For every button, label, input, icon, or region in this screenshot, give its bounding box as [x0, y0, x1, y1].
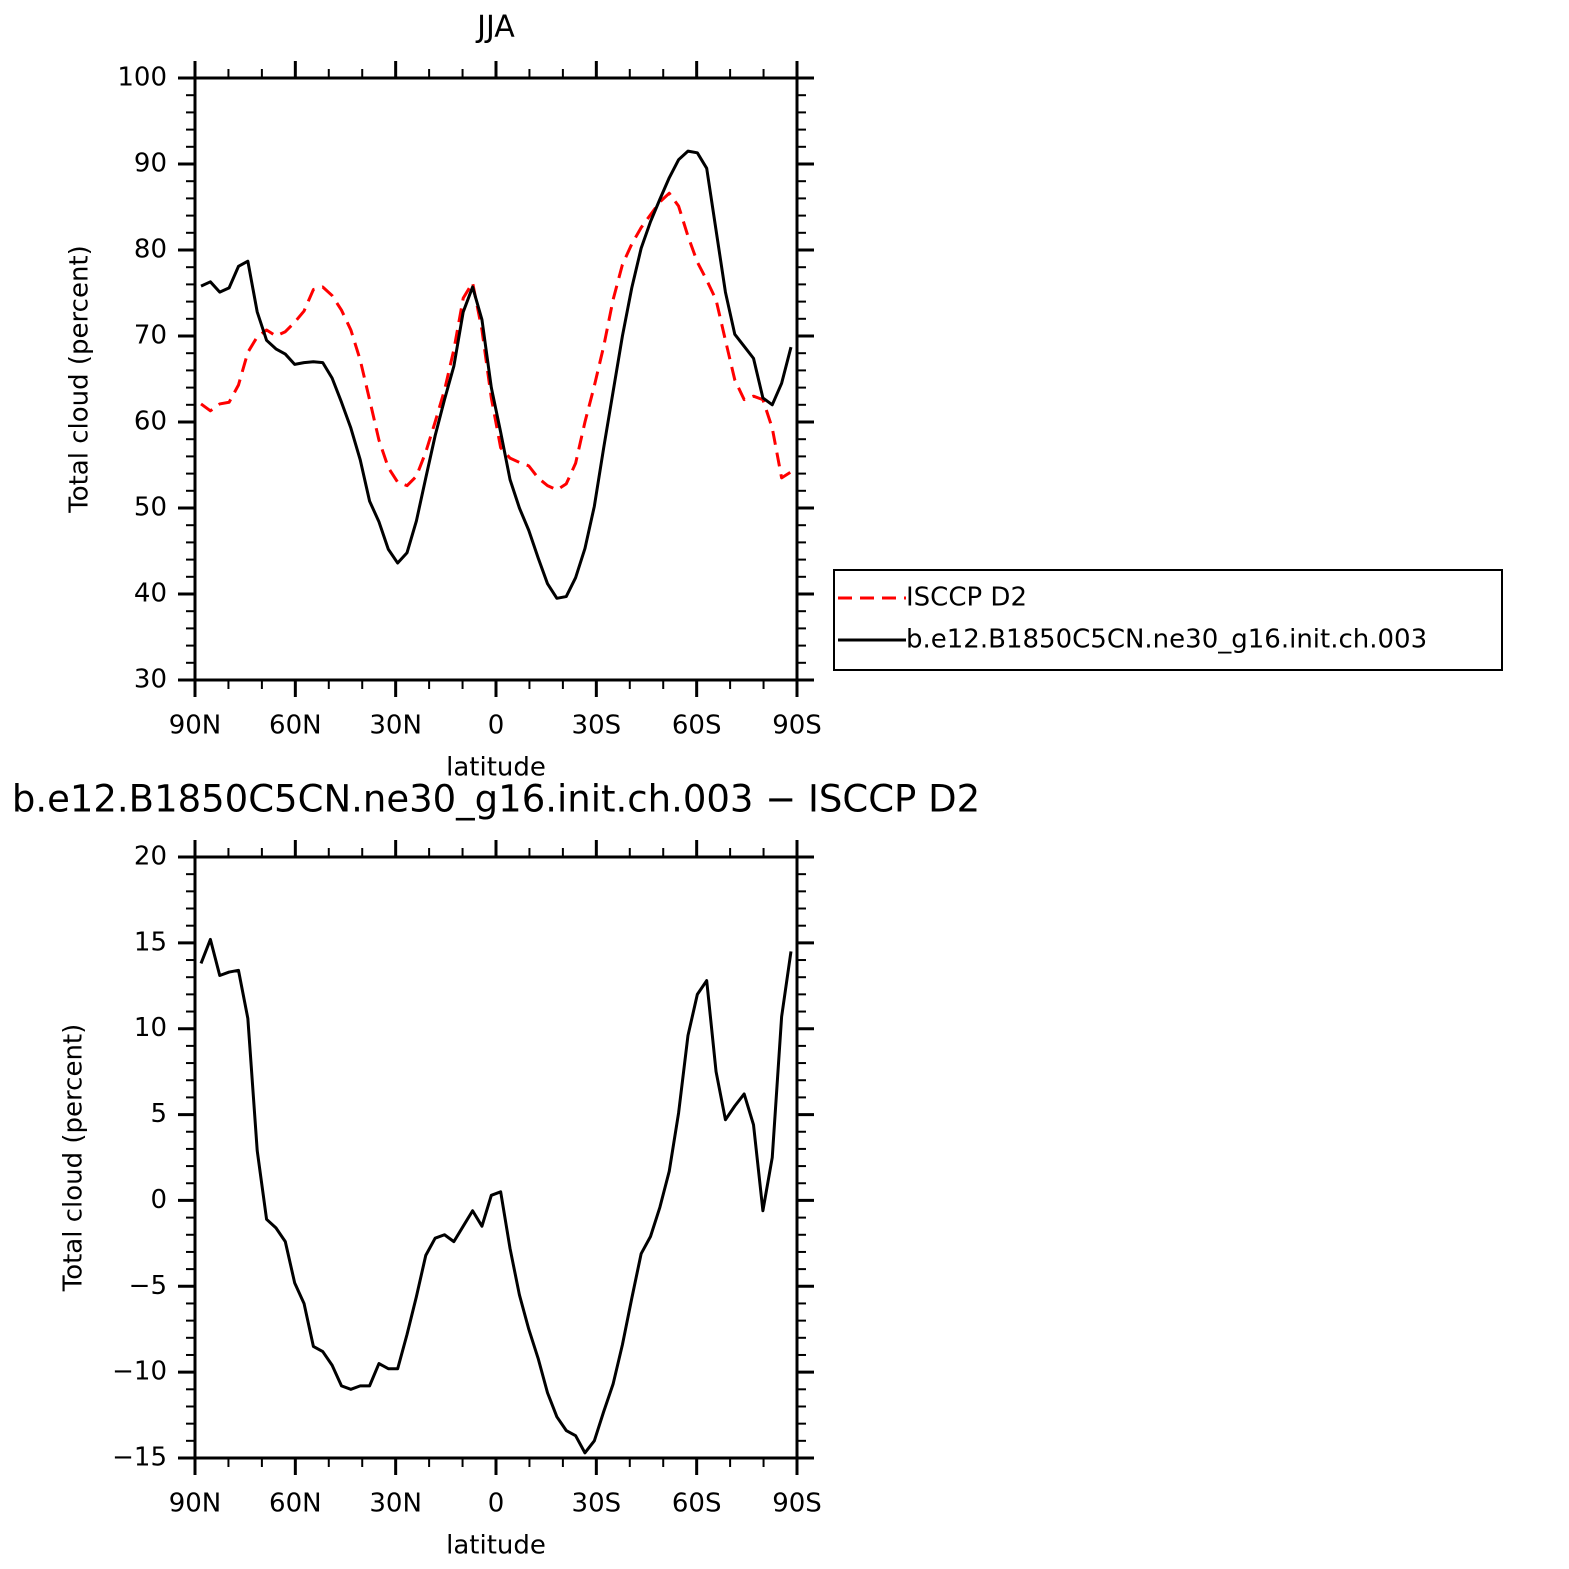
- y-axis-label: Total cloud (percent): [65, 245, 95, 514]
- y-tick-label: 60: [134, 407, 167, 437]
- legend-label: b.e12.B1850C5CN.ne30_g16.init.ch.003: [906, 625, 1427, 655]
- y-tick-label: −15: [112, 1443, 167, 1473]
- plot-frame: [193, 855, 799, 1460]
- data-line: [200, 191, 792, 492]
- y-tick-label: 50: [134, 493, 167, 523]
- y-tick-label: 10: [134, 1013, 167, 1043]
- x-tick-label: 60N: [269, 1489, 322, 1519]
- x-tick-label: 30N: [369, 711, 422, 741]
- y-tick-label: 90: [134, 149, 167, 179]
- data-line: [200, 149, 793, 600]
- x-tick-label: 0: [488, 1489, 505, 1519]
- y-tick-label: 20: [134, 842, 167, 872]
- y-tick-label: 70: [134, 321, 167, 351]
- y-tick-label: 40: [134, 579, 167, 609]
- x-tick-label: 30S: [572, 1489, 622, 1519]
- x-tick-label: 30N: [369, 1489, 422, 1519]
- y-tick-label: 15: [134, 927, 167, 957]
- y-tick-label: −5: [129, 1271, 167, 1301]
- x-tick-label: 30S: [572, 711, 622, 741]
- y-tick-label: 30: [134, 665, 167, 695]
- legend-label: ISCCP D2: [906, 583, 1027, 613]
- y-tick-label: 5: [150, 1099, 167, 1129]
- chart-title: JJA: [475, 10, 515, 45]
- x-axis-label: latitude: [446, 1531, 546, 1561]
- x-tick-label: 90N: [169, 711, 222, 741]
- x-tick-label: 60N: [269, 711, 322, 741]
- plot-frame: [193, 76, 799, 682]
- y-tick-label: 0: [150, 1185, 167, 1215]
- y-axis-label: Total cloud (percent): [59, 1024, 89, 1293]
- x-tick-label: 90N: [169, 1489, 222, 1519]
- x-tick-label: 90S: [772, 1489, 822, 1519]
- y-tick-label: 100: [117, 63, 167, 93]
- x-tick-label: 0: [488, 711, 505, 741]
- x-tick-label: 60S: [672, 1489, 722, 1519]
- data-line: [199, 937, 793, 1455]
- chart-title: b.e12.B1850C5CN.ne30_g16.init.ch.003 − I…: [12, 778, 980, 821]
- x-tick-label: 60S: [672, 711, 722, 741]
- legend-box: [833, 569, 1503, 671]
- x-tick-label: 90S: [772, 711, 822, 741]
- y-tick-label: −10: [112, 1357, 167, 1387]
- x-axis-label: latitude: [446, 753, 546, 783]
- y-tick-label: 80: [134, 235, 167, 265]
